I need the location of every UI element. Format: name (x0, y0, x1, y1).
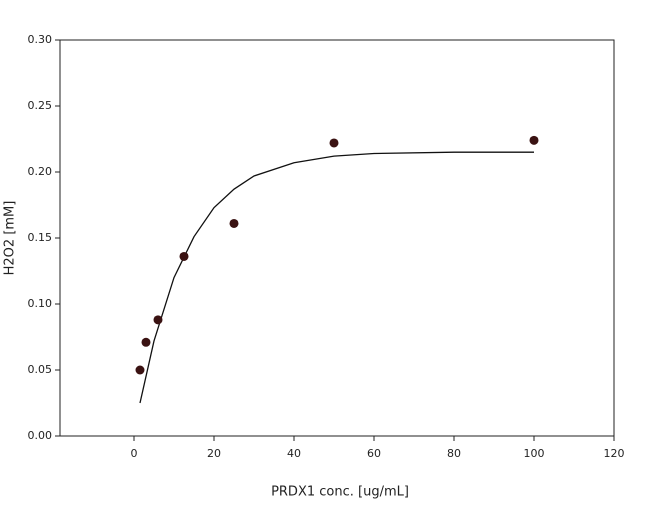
data-point (179, 251, 189, 261)
y-tick-label: 0.10 (28, 297, 53, 310)
data-point (153, 315, 163, 325)
y-tick-label: 0.05 (28, 363, 53, 376)
plot-frame (59, 39, 615, 437)
data-point (329, 138, 339, 148)
data-point (141, 337, 151, 347)
y-axis-title: H2O2 [mM] (3, 201, 18, 276)
data-point (529, 135, 539, 145)
y-tick-label: 0.25 (28, 99, 53, 112)
y-tick-label: 0.20 (28, 165, 53, 178)
x-axis-title: PRDX1 conc. [ug/mL] (271, 485, 409, 500)
data-point (229, 218, 239, 228)
x-tick-label: 40 (287, 447, 301, 460)
y-tick-label: 0.00 (28, 429, 53, 442)
x-tick-label: 0 (131, 447, 138, 460)
x-tick-label: 60 (367, 447, 381, 460)
data-point (135, 365, 145, 375)
x-tick-label: 20 (207, 447, 221, 460)
x-tick-label: 100 (524, 447, 545, 460)
x-tick-label: 80 (447, 447, 461, 460)
y-tick-label: 0.30 (28, 33, 53, 46)
y-tick-label: 0.15 (28, 231, 53, 244)
fit-curve (139, 151, 534, 404)
x-tick-label: 120 (604, 447, 625, 460)
